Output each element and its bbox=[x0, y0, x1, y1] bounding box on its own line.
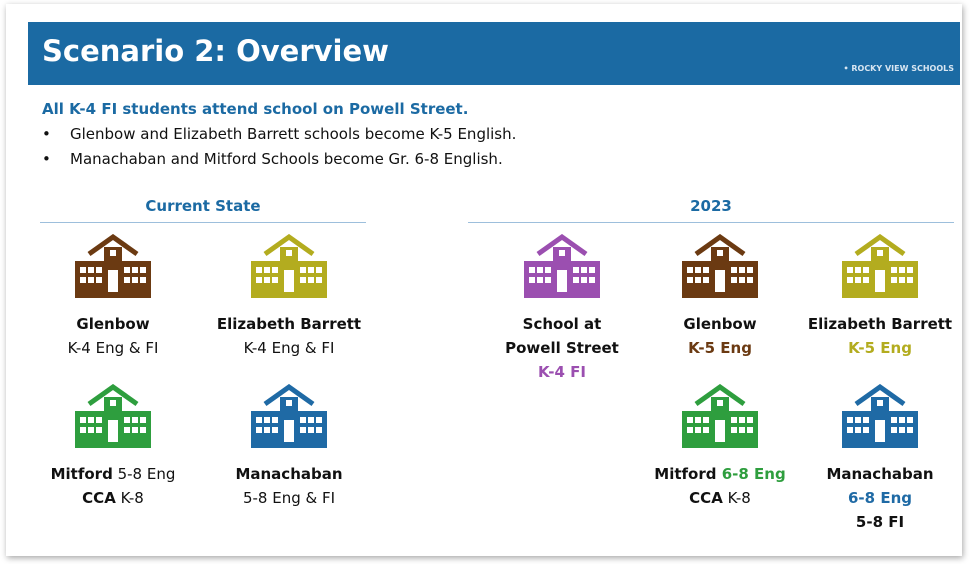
school-label: Glenbow bbox=[76, 315, 150, 333]
school: School at Powell Street K-4 FI bbox=[477, 234, 647, 384]
school-label: Glenbow bbox=[683, 315, 757, 333]
school-label: K-8 bbox=[115, 489, 144, 507]
school-icon bbox=[251, 234, 327, 298]
school: Glenbow K-5 Eng bbox=[635, 234, 805, 360]
school: Glenbow K-4 Eng & FI bbox=[28, 234, 198, 360]
slide-title: Scenario 2: Overview bbox=[42, 34, 389, 68]
school: Elizabeth Barrett K-5 Eng bbox=[795, 234, 965, 360]
school-line: Mitford 6-8 Eng bbox=[635, 462, 805, 486]
school-text: Mitford 5-8 Eng CCA K-8 bbox=[28, 462, 198, 510]
school-icon bbox=[682, 234, 758, 298]
school-icon bbox=[524, 234, 600, 298]
bullet-text: Glenbow and Elizabeth Barrett schools be… bbox=[70, 125, 517, 143]
school-line: Elizabeth Barrett bbox=[795, 312, 965, 336]
school-line: K-4 FI bbox=[477, 360, 647, 384]
school-text: School at Powell Street K-4 FI bbox=[477, 312, 647, 384]
school-line: Elizabeth Barrett bbox=[204, 312, 374, 336]
brand: • ROCKY VIEW SCHOOLS bbox=[843, 64, 954, 73]
section-heading: Current State bbox=[145, 197, 261, 215]
lead-text: All K-4 FI students attend school on Pow… bbox=[42, 100, 469, 118]
school-icon bbox=[75, 384, 151, 448]
school-line: School at bbox=[477, 312, 647, 336]
school: Manachaban 6-8 Eng 5-8 FI bbox=[795, 384, 965, 534]
school-label: CCA bbox=[689, 489, 723, 507]
section-rule bbox=[40, 222, 366, 223]
school-label: Powell Street bbox=[505, 339, 619, 357]
school-label: 5-8 Eng & FI bbox=[242, 489, 336, 507]
school-text: Elizabeth Barrett K-4 Eng & FI bbox=[204, 312, 374, 360]
school-label: Elizabeth Barrett bbox=[807, 315, 953, 333]
school-text: Glenbow K-5 Eng bbox=[635, 312, 805, 360]
school-line: Glenbow bbox=[635, 312, 805, 336]
school-icon bbox=[842, 234, 918, 298]
school-label: Elizabeth Barrett bbox=[216, 315, 362, 333]
school-line: Mitford 5-8 Eng bbox=[28, 462, 198, 486]
school-line: Glenbow bbox=[28, 312, 198, 336]
school-line: K-5 Eng bbox=[795, 336, 965, 360]
school-line: Powell Street bbox=[477, 336, 647, 360]
school: Mitford 5-8 Eng CCA K-8 bbox=[28, 384, 198, 510]
school-line: 6-8 Eng bbox=[795, 486, 965, 510]
school-text: Glenbow K-4 Eng & FI bbox=[28, 312, 198, 360]
school-line: K-5 Eng bbox=[635, 336, 805, 360]
school-label: Manachaban bbox=[235, 465, 343, 483]
school: Mitford 6-8 Eng CCA K-8 bbox=[635, 384, 805, 510]
school-line: K-4 Eng & FI bbox=[204, 336, 374, 360]
school-icon bbox=[75, 234, 151, 298]
school-line: K-4 Eng & FI bbox=[28, 336, 198, 360]
school-line: CCA K-8 bbox=[635, 486, 805, 510]
school-label: K-4 FI bbox=[537, 363, 587, 381]
school-text: Elizabeth Barrett K-5 Eng bbox=[795, 312, 965, 360]
school-label: CCA bbox=[82, 489, 116, 507]
school-label: K-4 Eng & FI bbox=[243, 339, 335, 357]
bullet-text: Manachaban and Mitford Schools become Gr… bbox=[70, 150, 503, 168]
school-label: Mitford bbox=[654, 465, 717, 483]
school-text: Manachaban 5-8 Eng & FI bbox=[204, 462, 374, 510]
section-heading: 2023 bbox=[690, 197, 732, 215]
school-label: K-5 Eng bbox=[848, 339, 912, 357]
school-label: 5-8 FI bbox=[855, 513, 905, 531]
school-label: K-8 bbox=[722, 489, 751, 507]
school-label: K-4 Eng & FI bbox=[67, 339, 159, 357]
school-line: 5-8 Eng & FI bbox=[204, 486, 374, 510]
school-icon bbox=[251, 384, 327, 448]
school-label: School at bbox=[522, 315, 602, 333]
header-bar: Scenario 2: Overview • ROCKY VIEW SCHOOL… bbox=[28, 22, 960, 85]
school-label: 6-8 Eng bbox=[716, 465, 786, 483]
school-line: CCA K-8 bbox=[28, 486, 198, 510]
school-label: K-5 Eng bbox=[688, 339, 752, 357]
school-label: Manachaban bbox=[826, 465, 934, 483]
school-label: 6-8 Eng bbox=[848, 489, 912, 507]
school-line: Manachaban bbox=[795, 462, 965, 486]
school: Manachaban 5-8 Eng & FI bbox=[204, 384, 374, 510]
school: Elizabeth Barrett K-4 Eng & FI bbox=[204, 234, 374, 360]
school-label: Mitford bbox=[50, 465, 113, 483]
bullet: • Glenbow and Elizabeth Barrett schools b… bbox=[42, 125, 517, 143]
section-rule bbox=[468, 222, 954, 223]
school-line: 5-8 FI bbox=[795, 510, 965, 534]
bullet: • Manachaban and Mitford Schools become G… bbox=[42, 150, 503, 168]
school-text: Manachaban 6-8 Eng 5-8 FI bbox=[795, 462, 965, 534]
school-text: Mitford 6-8 Eng CCA K-8 bbox=[635, 462, 805, 510]
school-icon bbox=[842, 384, 918, 448]
slide: Scenario 2: Overview • ROCKY VIEW SCHOOL… bbox=[6, 4, 962, 556]
school-label: 5-8 Eng bbox=[112, 465, 176, 483]
school-line: Manachaban bbox=[204, 462, 374, 486]
school-icon bbox=[682, 384, 758, 448]
